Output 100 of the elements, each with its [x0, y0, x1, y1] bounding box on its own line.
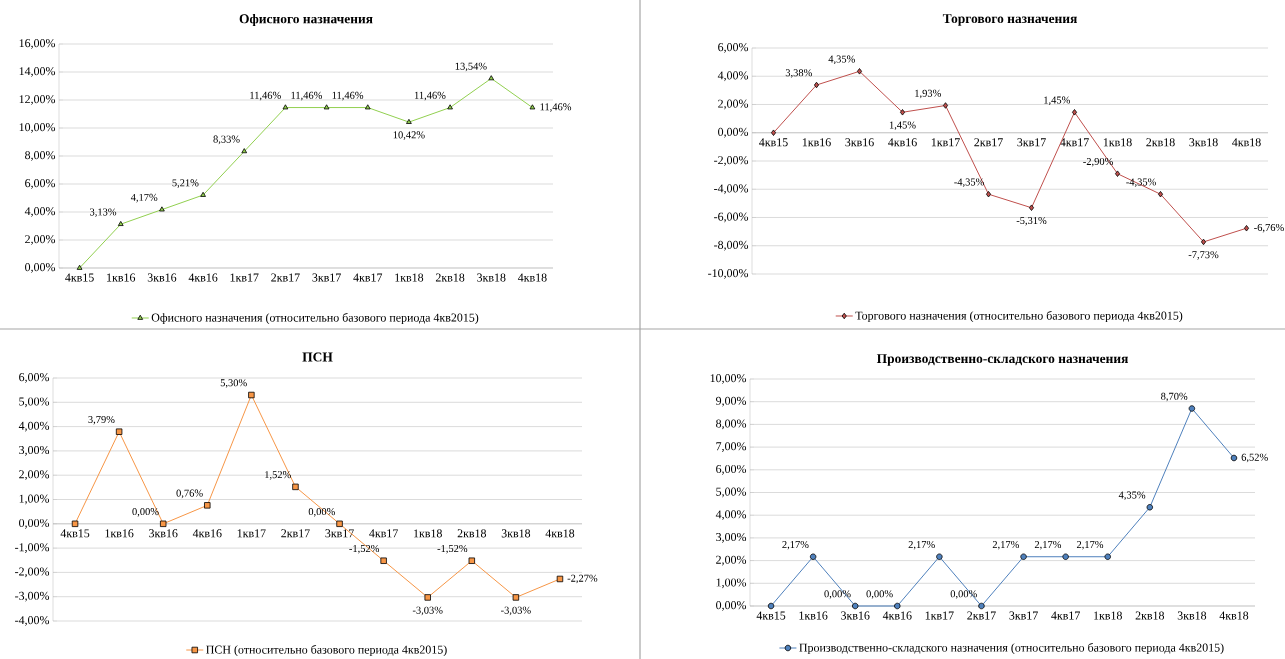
data-label: -1,52%: [437, 544, 468, 554]
data-label: 4,35%: [1118, 491, 1146, 501]
y-tick-label: 3,00%: [716, 533, 747, 543]
y-tick-label: -4,00%: [714, 184, 749, 195]
data-label: 3,38%: [785, 69, 812, 78]
point: [323, 104, 330, 110]
x-tick-label: 1кв17: [925, 611, 954, 620]
point: [200, 191, 206, 197]
point: [380, 557, 387, 564]
point: [282, 104, 289, 110]
point: [529, 104, 536, 110]
point: [771, 129, 777, 136]
point: [1158, 190, 1164, 198]
point: [406, 118, 412, 124]
data-label: -6,76%: [1254, 223, 1284, 233]
x-tick-label: 4кв18: [545, 529, 575, 538]
point: [424, 594, 431, 601]
x-tick-label: 3кв16: [845, 138, 874, 147]
x-tick-label: 2кв18: [457, 529, 487, 538]
point: [900, 109, 906, 116]
point: [1201, 238, 1207, 246]
data-label: 0,00%: [308, 508, 335, 517]
y-tick-label: 4,00%: [18, 421, 50, 432]
x-tick-label: 3кв18: [1177, 611, 1207, 620]
data-label: -1,52%: [349, 544, 380, 554]
data-label: 3,13%: [90, 208, 117, 217]
y-tick-label: -1,00%: [15, 543, 50, 553]
y-tick-label: 5,00%: [19, 397, 50, 408]
y-tick-label: 7,00%: [716, 442, 747, 452]
data-label: 0,00%: [950, 590, 977, 599]
x-tick-label: 1кв17: [931, 138, 960, 147]
y-tick-label: 4,00%: [715, 510, 747, 521]
x-tick-label: 3кв17: [1017, 138, 1046, 147]
y-tick-label: -10,00%: [708, 269, 749, 279]
data-label: 0,00%: [866, 590, 893, 599]
data-label: 1,52%: [265, 471, 291, 480]
data-label: 8,33%: [213, 135, 240, 145]
x-tick-label: 1кв18: [414, 529, 442, 538]
x-tick-label: 1кв16: [105, 529, 134, 538]
data-label: 0,00%: [132, 508, 159, 517]
x-tick-label: 4кв15: [759, 138, 788, 147]
point: [248, 391, 255, 399]
point: [71, 520, 79, 527]
x-tick-label: 4кв16: [888, 138, 917, 147]
point: [1115, 170, 1121, 177]
x-tick-label: 3кв18: [1189, 138, 1218, 147]
point: [447, 104, 453, 110]
y-tick-label: -4,00%: [15, 616, 50, 626]
x-tick-label: 1кв16: [802, 138, 831, 147]
legend-label: ПСН (относительно базового периода 4кв2015): [206, 644, 447, 657]
x-tick-label: 4кв16: [882, 611, 912, 620]
y-tick-label: 4,00%: [717, 71, 749, 82]
x-tick-label: 2кв18: [435, 273, 465, 282]
x-tick-label: 3кв16: [149, 529, 178, 538]
data-label: 4,35%: [828, 55, 855, 65]
data-label: 2,17%: [1034, 540, 1062, 550]
data-label: 0,00%: [824, 590, 851, 599]
point: [76, 264, 83, 270]
data-label: -3,03%: [412, 606, 443, 616]
y-tick-label: 8,00%: [25, 151, 56, 161]
point: [1146, 504, 1154, 511]
x-tick-label: 4кв17: [353, 273, 383, 282]
point: [556, 575, 564, 583]
point: [159, 206, 165, 212]
y-tick-label: 3,00%: [19, 446, 50, 456]
point: [512, 594, 520, 601]
y-tick-label: 16,00%: [19, 39, 56, 49]
point: [1072, 109, 1078, 116]
data-label: 11,46%: [540, 103, 572, 112]
data-label: -4,35%: [1126, 178, 1156, 187]
chart-title: Производственно-складского назначения: [876, 354, 1129, 366]
point: [160, 520, 167, 527]
point: [767, 602, 775, 610]
data-label: 5,21%: [172, 179, 199, 188]
y-tick-label: 8,00%: [716, 419, 747, 430]
y-tick-label: -6,00%: [714, 212, 749, 223]
x-tick-label: 1кв18: [1103, 138, 1132, 147]
point: [241, 148, 248, 154]
x-tick-label: 4кв15: [65, 273, 94, 282]
point: [1029, 204, 1035, 211]
point: [117, 220, 124, 226]
data-label: 5,30%: [220, 379, 247, 388]
y-tick-label: -2,00%: [15, 567, 50, 578]
x-tick-label: 1кв16: [107, 273, 136, 282]
y-tick-label: 10,00%: [19, 123, 56, 133]
x-tick-label: 4кв17: [369, 529, 398, 538]
data-label: 2,17%: [908, 540, 935, 550]
y-tick-label: 1,00%: [716, 578, 747, 589]
legend-label: Производственно-складского назначения (относительно базового периода 4кв2015): [799, 642, 1224, 655]
y-tick-label: 6,00%: [718, 43, 749, 53]
x-tick-label: 1кв17: [237, 529, 266, 538]
y-tick-label: 0,00%: [718, 127, 749, 138]
x-tick-label: 2кв18: [1135, 611, 1165, 620]
y-tick-label: 0,00%: [19, 518, 50, 529]
y-tick-label: 2,00%: [25, 235, 56, 245]
data-label: 11,46%: [250, 91, 281, 101]
point: [1188, 405, 1196, 412]
y-tick-label: 6,00%: [25, 179, 56, 189]
data-label: 11,46%: [414, 91, 446, 101]
data-label: 1,45%: [1044, 96, 1070, 106]
